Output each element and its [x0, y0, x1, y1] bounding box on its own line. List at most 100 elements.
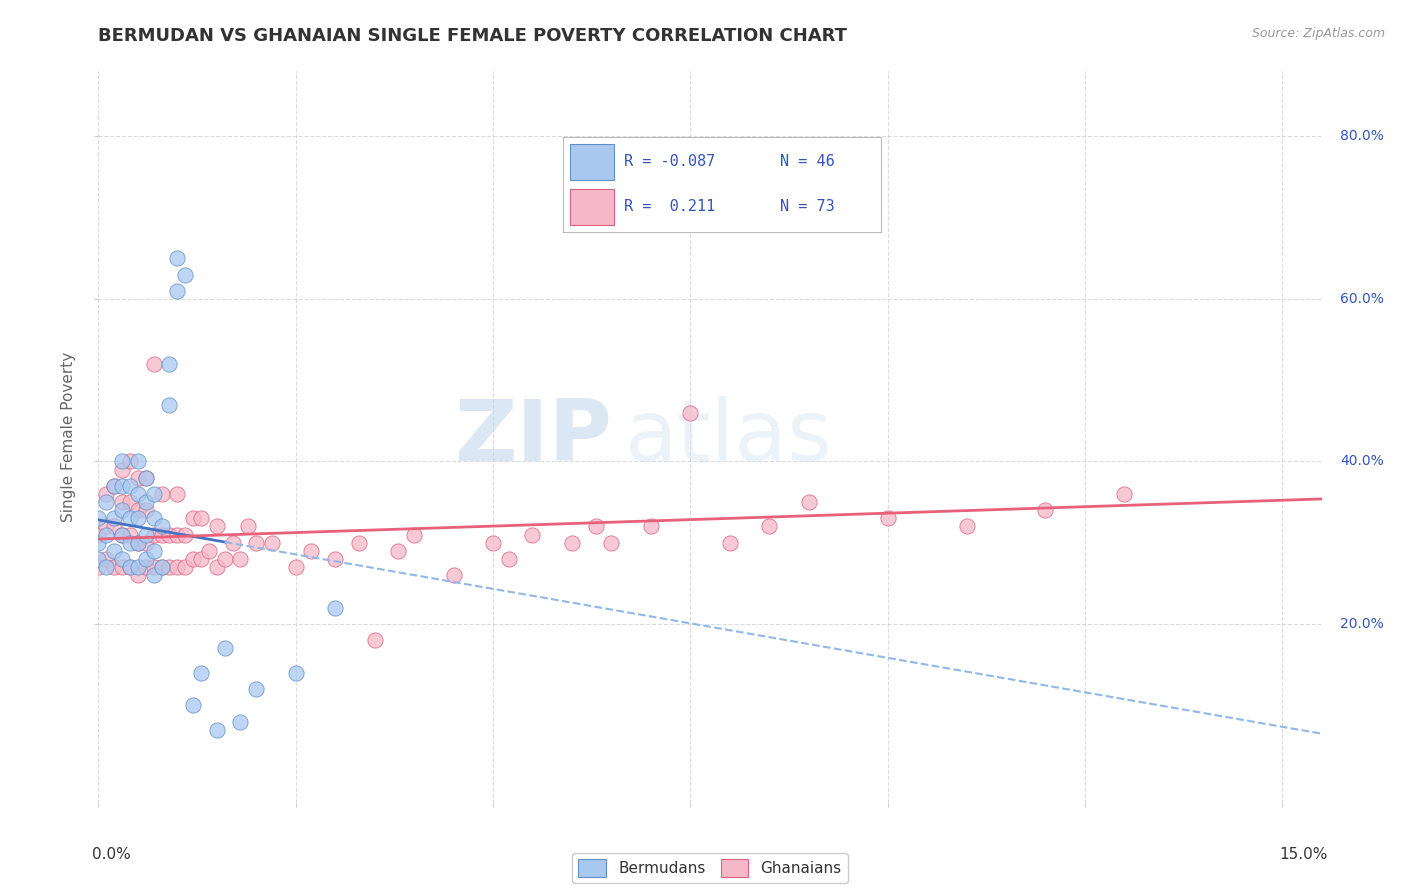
Text: 15.0%: 15.0% — [1279, 847, 1327, 862]
Point — [198, 544, 221, 558]
Point — [205, 560, 228, 574]
Point — [229, 552, 252, 566]
Point — [118, 454, 141, 468]
Point — [142, 568, 165, 582]
Point — [118, 560, 141, 574]
Point — [150, 519, 173, 533]
Point — [135, 495, 157, 509]
Point — [96, 495, 118, 509]
Point — [111, 462, 134, 476]
Point — [127, 487, 149, 501]
Point — [1035, 503, 1057, 517]
Point — [443, 568, 465, 582]
Point — [166, 284, 188, 298]
Point — [498, 552, 520, 566]
Point — [127, 560, 149, 574]
Point — [181, 511, 204, 525]
Point — [600, 535, 623, 549]
Point — [205, 519, 228, 533]
Text: 20.0%: 20.0% — [1340, 617, 1384, 631]
Point — [87, 560, 110, 574]
Point — [96, 552, 118, 566]
Point — [387, 544, 409, 558]
Point — [679, 406, 702, 420]
Point — [96, 560, 118, 574]
Point — [482, 535, 505, 549]
Point — [87, 511, 110, 525]
Point — [166, 487, 188, 501]
Point — [166, 252, 188, 266]
Point — [142, 487, 165, 501]
Point — [111, 560, 134, 574]
Point — [640, 519, 662, 533]
Point — [284, 665, 307, 680]
Point — [214, 641, 236, 656]
Point — [229, 714, 252, 729]
Point — [181, 552, 204, 566]
Text: ZIP: ZIP — [454, 395, 612, 479]
Point — [111, 503, 134, 517]
Point — [190, 552, 212, 566]
Point — [190, 665, 212, 680]
Point — [111, 527, 134, 541]
Point — [142, 357, 165, 371]
Point — [166, 527, 188, 541]
Point — [87, 527, 110, 541]
Text: Source: ZipAtlas.com: Source: ZipAtlas.com — [1251, 27, 1385, 40]
Point — [190, 511, 212, 525]
Point — [111, 552, 134, 566]
Point — [127, 471, 149, 485]
Point — [159, 398, 181, 412]
Point — [118, 535, 141, 549]
Text: N = 73: N = 73 — [779, 199, 834, 214]
Point — [363, 633, 385, 648]
Point — [561, 535, 583, 549]
Point — [127, 503, 149, 517]
Point — [135, 471, 157, 485]
Point — [142, 544, 165, 558]
Point — [876, 511, 898, 525]
Point — [118, 527, 141, 541]
Point — [150, 487, 173, 501]
Text: R =  0.211: R = 0.211 — [624, 199, 714, 214]
Point — [159, 357, 181, 371]
Point — [758, 519, 780, 533]
Point — [142, 560, 165, 574]
Text: 60.0%: 60.0% — [1340, 292, 1384, 306]
Point — [96, 527, 118, 541]
Point — [174, 560, 197, 574]
Point — [181, 698, 204, 713]
Point — [111, 495, 134, 509]
Point — [118, 495, 141, 509]
Point — [103, 479, 125, 493]
Point — [103, 560, 125, 574]
Point — [585, 519, 607, 533]
Point — [135, 560, 157, 574]
Point — [522, 527, 544, 541]
Text: BERMUDAN VS GHANAIAN SINGLE FEMALE POVERTY CORRELATION CHART: BERMUDAN VS GHANAIAN SINGLE FEMALE POVER… — [98, 27, 848, 45]
Point — [150, 560, 173, 574]
Bar — [569, 144, 614, 180]
Point — [111, 479, 134, 493]
Point — [127, 454, 149, 468]
Point — [142, 511, 165, 525]
Point — [150, 560, 173, 574]
Point — [245, 681, 267, 696]
Point — [135, 527, 157, 541]
Point — [127, 511, 149, 525]
Point — [323, 552, 346, 566]
Y-axis label: Single Female Poverty: Single Female Poverty — [60, 352, 76, 522]
Bar — [569, 188, 614, 225]
Point — [127, 535, 149, 549]
Point — [159, 560, 181, 574]
Point — [955, 519, 977, 533]
Point — [159, 527, 181, 541]
Text: 0.0%: 0.0% — [93, 847, 131, 862]
Point — [87, 535, 110, 549]
Point — [221, 535, 243, 549]
Point — [96, 519, 118, 533]
Point — [118, 479, 141, 493]
Point — [797, 495, 820, 509]
Point — [238, 519, 260, 533]
Point — [135, 503, 157, 517]
